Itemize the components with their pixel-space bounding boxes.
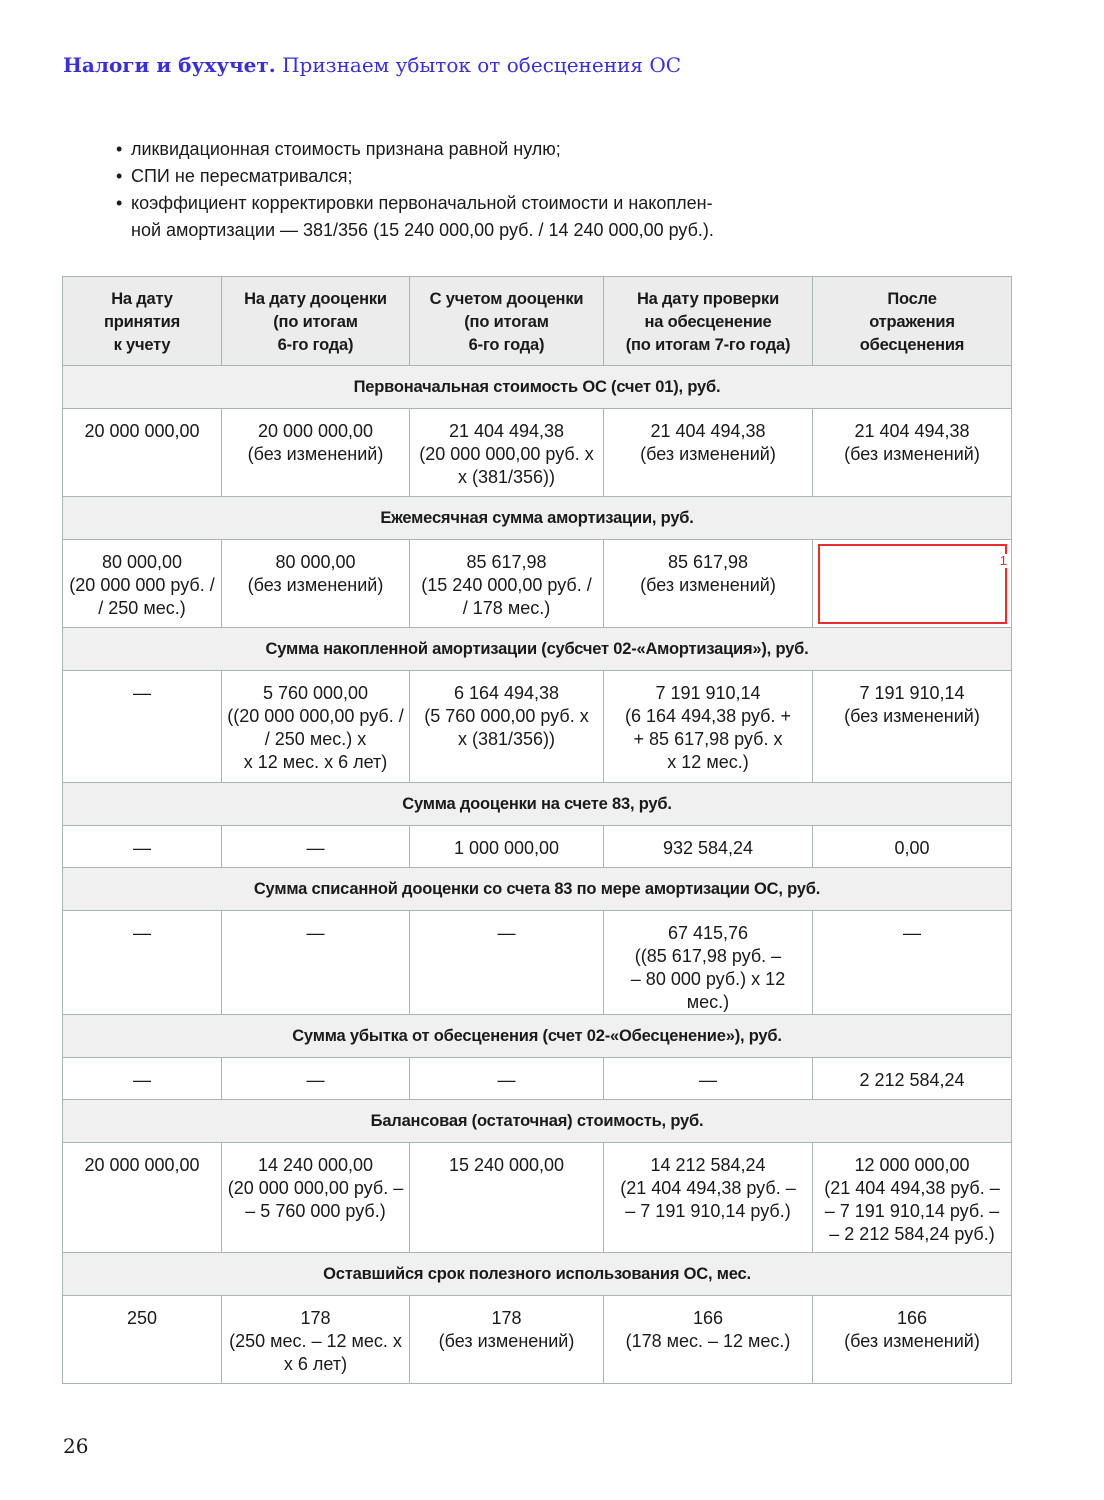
running-head-title: Признаем убыток от обесценения ОС	[282, 53, 682, 77]
table-cell: 85 617,98 (без изменений)	[603, 539, 813, 628]
table-cell: 67 415,76 ((85 617,98 руб. – – 80 000 ру…	[603, 910, 813, 1015]
column-header: На дату дооценки (по итогам 6-го года)	[221, 276, 410, 366]
bullet-item: ликвидационная стоимость признана равной…	[116, 136, 714, 163]
table-cell: —	[62, 825, 222, 868]
table-cell: 14 212 584,24 (21 404 494,38 руб. – – 7 …	[603, 1142, 813, 1253]
table-cell: 85 617,98 (15 240 000,00 руб. / / 178 ме…	[409, 539, 604, 628]
table-cell: 178 (250 мес. – 12 мес. x x 6 лет)	[221, 1295, 410, 1384]
running-head-section: Налоги и бухучет.	[63, 53, 276, 77]
column-header: На дату проверки на обесценение (по итог…	[603, 276, 813, 366]
table-cell: 932 584,24	[603, 825, 813, 868]
table-cell: —	[221, 910, 410, 1015]
section-title-row: Первоначальная стоимость ОС (счет 01), р…	[62, 365, 1012, 409]
table-cell: —	[603, 1057, 813, 1100]
table-cell: 1 000 000,00	[409, 825, 604, 868]
table-cell: —	[62, 670, 222, 783]
table-cell: 14 240 000,00 (20 000 000,00 руб. – – 5 …	[221, 1142, 410, 1253]
table-cell: 12 000 000,00 (21 404 494,38 руб. – – 7 …	[812, 1142, 1012, 1253]
section-title: Сумма убытка от обесценения (счет 02-«Об…	[62, 1014, 1012, 1058]
depreciation-table: На дату принятия к учету На дату дооценк…	[62, 276, 1012, 1384]
section-title: Сумма дооценки на счете 83, руб.	[62, 782, 1012, 826]
table-cell: —	[409, 910, 604, 1015]
section-title: Сумма накопленной амортизации (субсчет 0…	[62, 627, 1012, 671]
table-cell: 166 (178 мес. – 12 мес.)	[603, 1295, 813, 1384]
section-title-row: Сумма списанной дооценки со счета 83 по …	[62, 867, 1012, 911]
table-cell: 6 164 494,38 (5 760 000,00 руб. x x (381…	[409, 670, 604, 783]
table-cell: 20 000 000,00	[62, 1142, 222, 1253]
table-row: 20 000 000,00 14 240 000,00 (20 000 000,0…	[62, 1142, 1012, 1253]
section-title-row: Сумма убытка от обесценения (счет 02-«Об…	[62, 1014, 1012, 1058]
section-title-row: Ежемесячная сумма амортизации, руб.	[62, 496, 1012, 540]
section-title: Первоначальная стоимость ОС (счет 01), р…	[62, 365, 1012, 409]
table-cell: 80 000,00 (20 000 000 руб. / / 250 мес.)	[62, 539, 222, 628]
column-header: После отражения обесценения	[812, 276, 1012, 366]
table-cell: 20 000 000,00 (без изменений)	[221, 408, 410, 497]
table-cell: —	[221, 1057, 410, 1100]
highlight-box-label: 1	[999, 553, 1007, 568]
table-cell: 178 (без изменений)	[409, 1295, 604, 1384]
table-row: — — — —2 212 584,24	[62, 1057, 1012, 1100]
section-title: Ежемесячная сумма амортизации, руб.	[62, 496, 1012, 540]
table-cell: 5 760 000,00 ((20 000 000,00 руб. / / 25…	[221, 670, 410, 783]
page-number: 26	[63, 1434, 89, 1458]
table-cell: 0,00	[812, 825, 1012, 868]
bullet-list: ликвидационная стоимость признана равной…	[116, 136, 714, 244]
section-title-row: Оставшийся срок полезного использования …	[62, 1252, 1012, 1296]
table-cell: 7 191 910,14 (6 164 494,38 руб. + + 85 6…	[603, 670, 813, 783]
column-header: На дату принятия к учету	[62, 276, 222, 366]
table-row: — —1 000 000,00 932 584,24 0,00	[62, 825, 1012, 868]
table-cell: 80 000,00 (без изменений)	[221, 539, 410, 628]
section-title-row: Сумма накопленной амортизации (субсчет 0…	[62, 627, 1012, 671]
table-cell: —	[221, 825, 410, 868]
table-row: —5 760 000,00 ((20 000 000,00 руб. / / 2…	[62, 670, 1012, 783]
table-row: — — —67 415,76 ((85 617,98 руб. – – 80 000…	[62, 910, 1012, 1015]
header-row: На дату принятия к учету На дату дооценк…	[62, 276, 1012, 366]
table-row: 250 178 (250 мес. – 12 мес. x x 6 лет) 178…	[62, 1295, 1012, 1384]
bullet-item: СПИ не пересматривался;	[116, 163, 714, 190]
bullet-item: коэффициент корректировки первоначальной…	[116, 190, 714, 244]
table-cell: 1	[812, 539, 1012, 628]
table-cell: 7 191 910,14 (без изменений)	[812, 670, 1012, 783]
section-title: Сумма списанной дооценки со счета 83 по …	[62, 867, 1012, 911]
column-header: С учетом дооценки (по итогам 6-го года)	[409, 276, 604, 366]
section-title-row: Балансовая (остаточная) стоимость, руб.	[62, 1099, 1012, 1143]
table-row: 80 000,00 (20 000 000 руб. / / 250 мес.)…	[62, 539, 1012, 628]
table-cell: 15 240 000,00	[409, 1142, 604, 1253]
table-cell: 21 404 494,38 (без изменений)	[812, 408, 1012, 497]
running-head: Налоги и бухучет. Признаем убыток от обе…	[63, 53, 681, 77]
table-cell: —	[812, 910, 1012, 1015]
table-cell: 21 404 494,38 (20 000 000,00 руб. x x (3…	[409, 408, 604, 497]
table-cell: 166 (без изменений)	[812, 1295, 1012, 1384]
section-title: Балансовая (остаточная) стоимость, руб.	[62, 1099, 1012, 1143]
table-cell: 2 212 584,24	[812, 1057, 1012, 1100]
table-cell: —	[409, 1057, 604, 1100]
table-cell: —	[62, 910, 222, 1015]
highlight-box: 1	[818, 544, 1007, 624]
section-title-row: Сумма дооценки на счете 83, руб.	[62, 782, 1012, 826]
table-cell: —	[62, 1057, 222, 1100]
table-cell: 250	[62, 1295, 222, 1384]
table-cell: 21 404 494,38 (без изменений)	[603, 408, 813, 497]
table-row: 20 000 000,00 20 000 000,00 (без изменени…	[62, 408, 1012, 497]
table-cell: 20 000 000,00	[62, 408, 222, 497]
section-title: Оставшийся срок полезного использования …	[62, 1252, 1012, 1296]
